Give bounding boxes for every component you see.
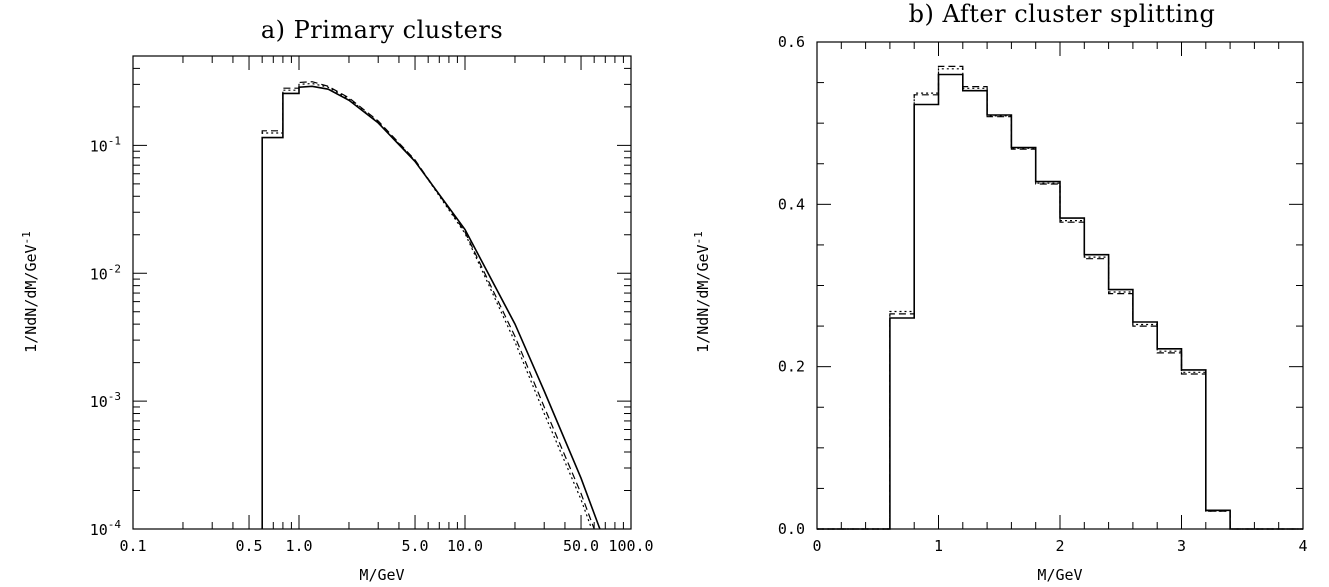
panel-a-x-tick-label: 0.5 <box>235 537 262 555</box>
panel-b-x-tick-label: 2 <box>1055 537 1064 555</box>
panel-b-x-tick-label: 3 <box>1177 537 1186 555</box>
tick-exponent: -4 <box>108 518 122 531</box>
panel-a-series-dotted <box>261 82 593 530</box>
panel-b-tick-labels: 0 1 2 3 4 0.0 0.2 0.4 0.6 <box>778 33 1308 555</box>
panel-b-x-tick-label: 4 <box>1298 537 1307 555</box>
panel-b-y-axis-label: 1/NdN/dM/GeV-1 <box>692 231 712 353</box>
panel-b-x-tick-label: 0 <box>812 537 821 555</box>
panel-a-x-tick-label: 5.0 <box>401 537 428 555</box>
panel-a-x-tick-label: 50.0 <box>563 537 599 555</box>
panel-b-after-cluster-splitting: b) After cluster splitting 0 1 2 3 4 0.0 0.2 0.… <box>692 0 1308 584</box>
panel-a-y-tick-label: 10-4 <box>90 518 122 539</box>
panel-a-minor-ticks <box>132 55 631 530</box>
panel-a-x-tick-label: 10.0 <box>447 537 483 555</box>
panel-a-y-tick-label: 10-3 <box>90 390 121 411</box>
tick-base: 10 <box>90 393 108 411</box>
tick-exponent: -1 <box>108 134 121 147</box>
panel-b-y-tick-label: 0.4 <box>778 195 805 213</box>
panel-b-y-tick-label: 0.2 <box>778 358 805 376</box>
panel-a-tick-labels: 0.1 0.5 1.0 5.0 10.0 50.0 100.010-110-210-310-… <box>90 134 654 555</box>
panel-b-title: b) After cluster splitting <box>909 0 1216 28</box>
panel-a-x-tick-label: 100.0 <box>608 537 653 555</box>
panel-b-series-dotted <box>817 68 1303 530</box>
panel-b-y-axis-label-text: 1/NdN/dM/GeV <box>694 244 712 352</box>
tick-base: 10 <box>90 265 108 283</box>
panel-a-x-tick-label: 0.1 <box>119 537 146 555</box>
panel-a-y-axis-label-text: 1/NdN/dM/GeV <box>22 244 40 352</box>
tick-exponent: -2 <box>108 262 121 275</box>
panel-b-series-dashed <box>817 65 1303 530</box>
panel-a-x-axis-label: M/GeV <box>359 566 404 584</box>
panel-a-y-axis-label-sup: -1 <box>20 231 33 244</box>
panel-b-minor-ticks <box>816 41 1304 530</box>
panel-b-y-tick-label: 0.6 <box>778 33 805 51</box>
panel-a-y-tick-label: 10-2 <box>90 262 121 283</box>
panel-a-primary-clusters: a) Primary clusters 0.1 0.5 1.0 5.0 10.0 50.0… <box>20 16 654 584</box>
panel-b-y-tick-label: 0.0 <box>778 520 805 538</box>
panel-a-plot-frame <box>132 55 632 530</box>
panel-b-x-tick-label: 1 <box>934 537 943 555</box>
panel-a-y-tick-label: 10-1 <box>90 134 121 155</box>
tick-base: 10 <box>90 137 108 155</box>
panel-b-series-group <box>817 65 1303 530</box>
panel-b-y-axis-label-sup: -1 <box>692 231 705 244</box>
panel-a-series-solid <box>261 85 601 530</box>
panel-b-x-axis-label: M/GeV <box>1037 566 1082 584</box>
tick-exponent: -3 <box>108 390 121 403</box>
panel-a-x-tick-label: 1.0 <box>285 537 312 555</box>
panel-a-series-dashed <box>261 81 595 530</box>
tick-base: 10 <box>90 521 108 539</box>
panel-a-y-axis-label: 1/NdN/dM/GeV-1 <box>20 231 40 353</box>
panel-a-title: a) Primary clusters <box>261 16 503 44</box>
panel-a-series-group <box>261 81 601 530</box>
